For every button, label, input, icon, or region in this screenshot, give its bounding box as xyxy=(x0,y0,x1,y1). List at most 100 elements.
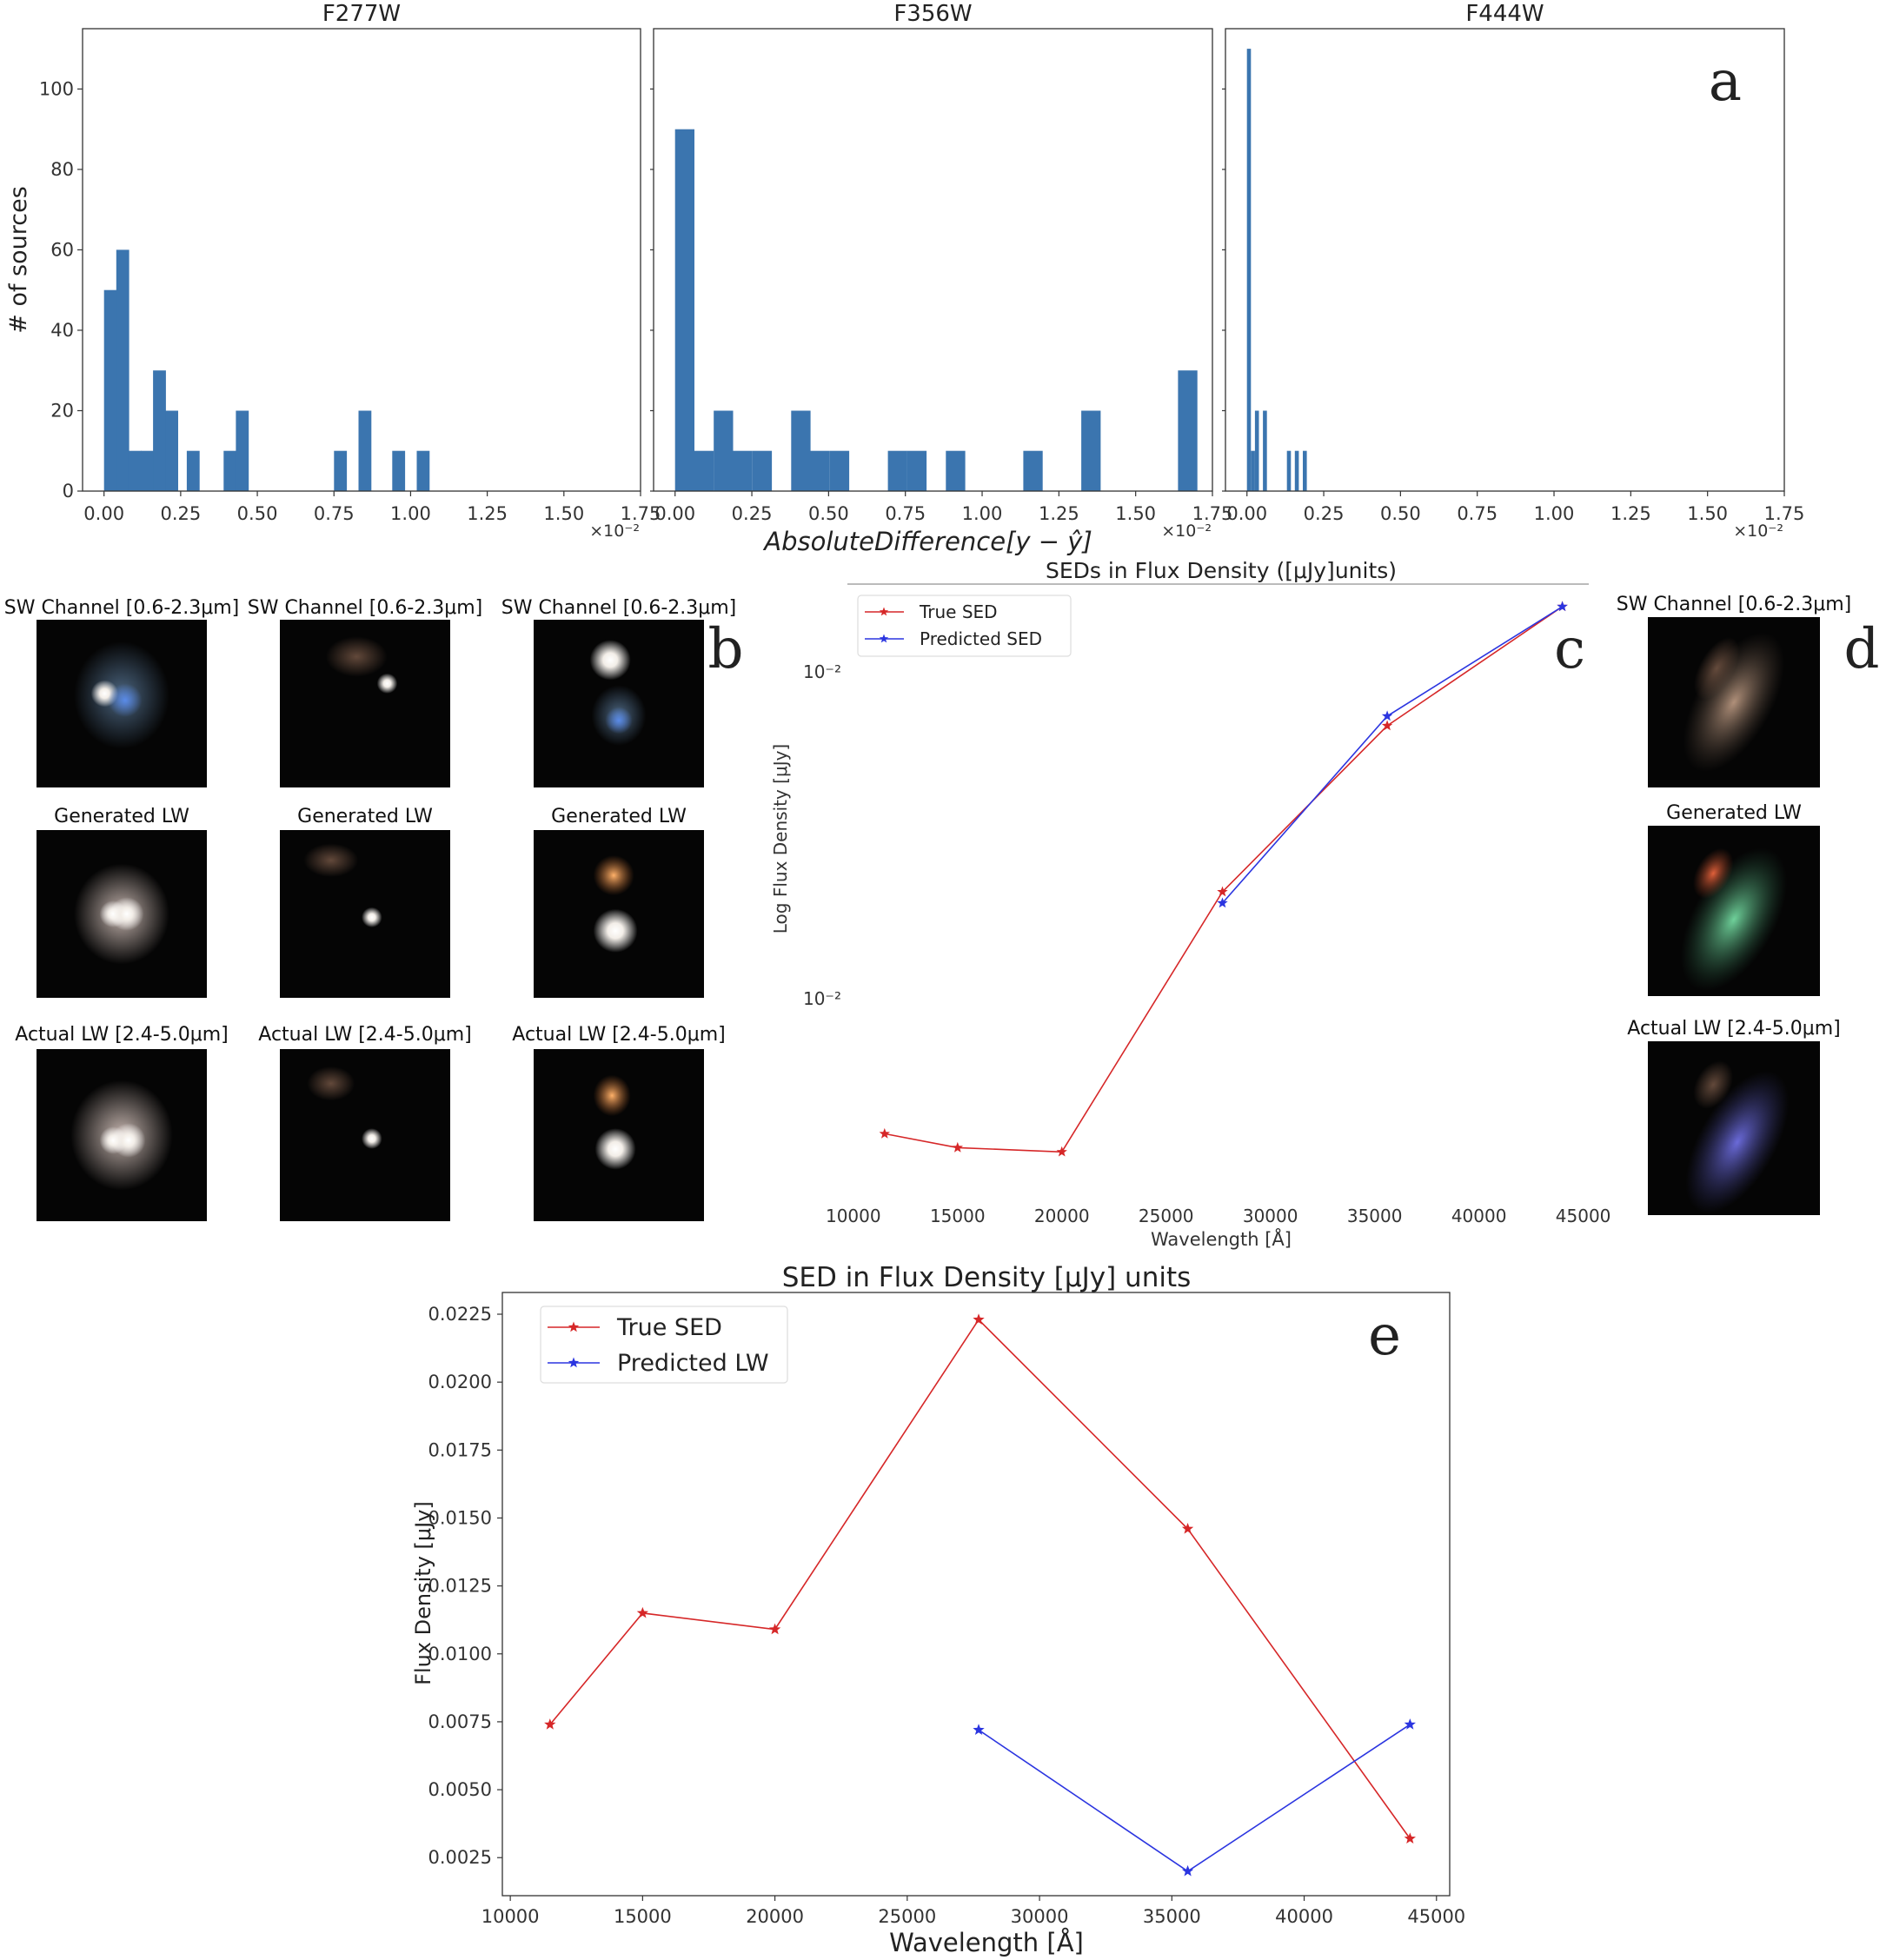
x-tick-label: 1.50 xyxy=(1115,503,1156,524)
y-axis-label: # of sources xyxy=(5,186,32,334)
histogram-bar xyxy=(694,450,714,491)
histogram-2: F356W 0.00 0.25 0.50 0.75 1.00 1.25 1.50 1.75×10… xyxy=(650,1,1232,541)
galaxy-stamp xyxy=(37,620,207,787)
y-tick-label: 0.0100 xyxy=(428,1644,492,1664)
data-point-marker xyxy=(879,1127,890,1139)
y-tick-label: 0.0075 xyxy=(428,1711,492,1732)
galaxy-stamp xyxy=(1648,1041,1820,1215)
source-blob xyxy=(307,1066,355,1101)
legend-label: True SED xyxy=(616,1314,722,1341)
source-blob xyxy=(593,908,638,953)
histogram-bar xyxy=(1263,410,1267,491)
stamp-title: Generated LW xyxy=(551,806,687,827)
chart-title: SED in Flux Density [μJy] units xyxy=(782,1262,1192,1293)
histogram-bar xyxy=(1294,450,1299,491)
stamp-title: SW Channel [0.6-2.3μm] xyxy=(501,597,737,619)
stamp-title: Actual LW [2.4-5.0μm] xyxy=(512,1024,725,1046)
legend-label: True SED xyxy=(919,601,998,622)
series-line-2 xyxy=(1221,606,1564,904)
source-blob xyxy=(108,683,143,717)
histogram-bar xyxy=(334,450,348,491)
histogram-title: F277W xyxy=(322,1,401,27)
source-blob xyxy=(303,843,359,878)
x-tick-label: 1.25 xyxy=(467,503,508,524)
y-tick-label: 0.0050 xyxy=(428,1779,492,1800)
x-tick-label: 0.00 xyxy=(654,503,695,524)
histogram-bar xyxy=(116,249,129,491)
source-blob xyxy=(325,636,388,677)
plot-frame xyxy=(501,1292,1451,1897)
histogram-title: F444W xyxy=(1465,1,1544,27)
histogram-bar xyxy=(416,450,430,491)
x-tick-label: 0.00 xyxy=(1226,503,1267,524)
plot-frame xyxy=(653,28,1213,492)
x-tick-label: 45000 xyxy=(1407,1906,1465,1927)
histogram-bar xyxy=(141,450,154,491)
x-multiplier: ×10⁻² xyxy=(589,522,640,541)
panel-letter-e: e xyxy=(1368,1304,1401,1368)
histogram-bar xyxy=(714,410,734,491)
series-line-2 xyxy=(978,1724,1411,1872)
source-blob xyxy=(1693,1060,1734,1109)
x-tick-label: 1.25 xyxy=(1610,503,1651,524)
source-blob xyxy=(110,897,144,931)
x-tick-label: 0.50 xyxy=(808,503,849,524)
y-tick-label: 60 xyxy=(50,239,74,260)
legend-marker xyxy=(568,1321,580,1332)
histogram-bar xyxy=(674,129,694,491)
panel-letter-d: d xyxy=(1844,617,1880,681)
histogram-bar xyxy=(829,450,850,491)
histogram-bar xyxy=(1286,450,1292,491)
histogram-bar xyxy=(887,450,907,491)
x-tick-label: 15000 xyxy=(930,1206,986,1226)
data-point-marker xyxy=(768,1623,781,1635)
panel-letter-b: b xyxy=(708,617,744,681)
x-tick-label: 10000 xyxy=(481,1906,540,1927)
histogram-bar xyxy=(103,289,117,491)
histogram-bar xyxy=(128,450,142,491)
galaxy-stamp xyxy=(534,1049,704,1221)
y-tick-label: 0 xyxy=(63,481,74,502)
x-tick-label: 0.75 xyxy=(314,503,355,524)
legend-box xyxy=(540,1306,788,1384)
source-blob xyxy=(605,707,633,734)
galaxy-stamp xyxy=(1648,826,1820,996)
x-tick-label: 40000 xyxy=(1275,1906,1333,1927)
x-tick-label: 0.75 xyxy=(1457,503,1498,524)
x-tick-label: 1.00 xyxy=(962,503,1003,524)
x-tick-label: 35000 xyxy=(1143,1906,1201,1927)
x-tick-label: 0.75 xyxy=(885,503,926,524)
legend-label: Predicted LW xyxy=(617,1350,769,1377)
source-blob xyxy=(1680,847,1788,992)
histogram-bar xyxy=(906,450,927,491)
data-point-marker xyxy=(1217,897,1228,908)
x-tick-label: 1.50 xyxy=(1687,503,1728,524)
y-tick-label: 0.0125 xyxy=(428,1576,492,1597)
source-blob xyxy=(593,1074,631,1117)
stamp-title: Generated LW xyxy=(297,806,433,827)
legend-marker xyxy=(879,634,889,643)
plot-frame xyxy=(1225,28,1785,492)
x-tick-label: 1.50 xyxy=(543,503,584,524)
x-tick-label: 30000 xyxy=(1011,1906,1069,1927)
x-tick-label: 35000 xyxy=(1347,1206,1403,1226)
y-tick-label: 80 xyxy=(50,159,74,180)
x-tick-label: 45000 xyxy=(1556,1206,1611,1226)
source-blob xyxy=(594,1128,636,1170)
x-tick-label: 25000 xyxy=(1139,1206,1194,1226)
y-tick-label: 0.0025 xyxy=(428,1847,492,1868)
x-tick-label: 0.50 xyxy=(237,503,278,524)
data-point-marker xyxy=(1381,720,1393,731)
source-blob xyxy=(376,673,398,694)
y-tick-label: 0.0225 xyxy=(428,1304,492,1325)
x-tick-label: 40000 xyxy=(1451,1206,1507,1226)
histogram-bar xyxy=(236,410,249,491)
source-blob xyxy=(111,1123,146,1158)
x-tick-label: 20000 xyxy=(746,1906,804,1927)
x-tick-label: 1.00 xyxy=(1534,503,1575,524)
stamp-title: SW Channel [0.6-2.3μm] xyxy=(248,597,483,619)
histogram-3: F444W 0.00 0.25 0.50 0.75 1.00 1.25 1.50 1.75×10… xyxy=(1222,1,1804,541)
data-point-marker xyxy=(1181,1523,1194,1534)
data-point-marker xyxy=(1056,1146,1067,1157)
y-tick-label: 20 xyxy=(50,400,74,421)
